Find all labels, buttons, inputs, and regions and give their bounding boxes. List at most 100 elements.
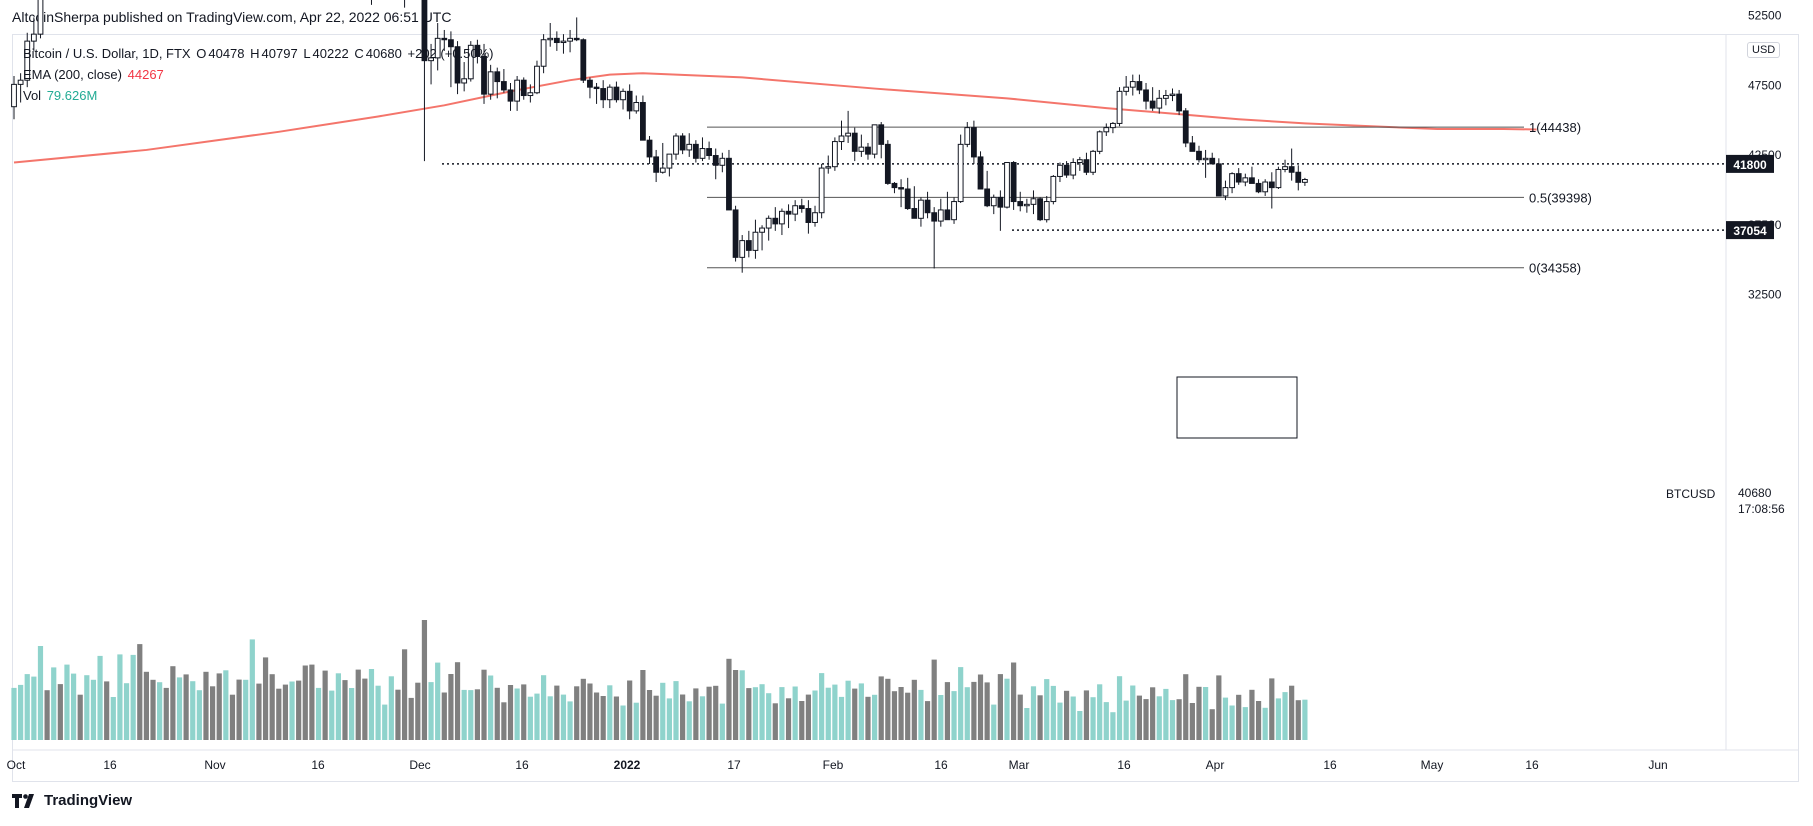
volume-bar: [931, 659, 937, 740]
volume-bar: [699, 696, 706, 740]
volume-bar: [653, 695, 659, 740]
candle-body: [448, 39, 454, 48]
candle-body: [1275, 168, 1282, 189]
volume-bar: [1189, 703, 1195, 740]
volume-bar: [1196, 686, 1202, 740]
volume-bar: [349, 688, 355, 740]
volume-bar: [521, 684, 527, 740]
volume-bar: [613, 696, 620, 740]
volume-bar: [448, 674, 454, 740]
candle-body: [1030, 198, 1037, 205]
x-tick-label: 16: [103, 758, 117, 772]
candle-body: [1010, 161, 1017, 203]
volume-bar: [1011, 662, 1017, 740]
volume-bar: [210, 686, 216, 740]
volume-bar: [580, 678, 586, 740]
brand-name: TradingView: [44, 792, 133, 809]
volume-bar: [593, 692, 600, 740]
volume-bar: [1004, 678, 1010, 740]
volume-bar: [1295, 700, 1301, 740]
volume-bar: [117, 654, 123, 740]
volume-bar: [388, 676, 394, 740]
volume-bar: [130, 654, 136, 740]
candle-body: [739, 240, 746, 258]
volume-bar: [964, 687, 970, 740]
volume-bar: [759, 684, 765, 740]
volume-bar: [190, 681, 196, 740]
volume-bar: [673, 681, 679, 740]
candle-body: [686, 143, 693, 151]
currency-button[interactable]: USD: [1747, 42, 1781, 58]
candle-body: [567, 37, 573, 42]
candle-body: [461, 78, 468, 84]
volume-bar: [1077, 711, 1083, 740]
volume-bar: [289, 681, 295, 740]
price-label-box: [1726, 154, 1774, 173]
highlight-box: [1176, 376, 1298, 439]
candle-body: [560, 40, 567, 44]
volume-bar: [944, 682, 951, 740]
candle-body: [818, 167, 825, 214]
candle-body: [845, 132, 852, 137]
candle-body: [587, 79, 593, 88]
volume-bar: [1176, 699, 1182, 740]
candle-body: [600, 88, 607, 101]
volume-bar: [70, 673, 77, 740]
volume-bar: [203, 671, 209, 740]
volume-bar: [918, 689, 924, 740]
candle-body: [1063, 164, 1070, 176]
volume-bar: [408, 697, 414, 740]
volume-bar: [176, 677, 183, 740]
vol-value: 79.626M: [46, 88, 98, 103]
volume-bar: [640, 670, 646, 740]
x-tick-label: 17: [727, 758, 741, 772]
candle-body: [467, 44, 474, 80]
volume-bar: [322, 670, 328, 740]
volume-bar: [1017, 694, 1023, 740]
legend-volume[interactable]: Vol 79.626M: [23, 88, 99, 103]
legend-ema[interactable]: EMA (200, close) 44267: [23, 67, 166, 82]
candle-body: [653, 156, 660, 173]
candle-body: [613, 86, 620, 101]
candle-body: [745, 240, 752, 251]
candle-body: [1282, 166, 1288, 170]
candle-body: [1090, 150, 1096, 173]
candle-body: [719, 157, 726, 166]
candle-body: [706, 148, 713, 157]
volume-bar: [1024, 708, 1030, 740]
candle-body: [606, 86, 613, 101]
volume-bar: [660, 682, 666, 740]
tradingview-logo[interactable]: TradingView: [12, 792, 132, 809]
volume-bar: [997, 674, 1003, 740]
volume-bar: [229, 694, 236, 740]
volume-bar: [1030, 686, 1037, 740]
candle-body: [1182, 110, 1189, 144]
candle-body: [428, 57, 434, 62]
volume-bar: [732, 670, 739, 740]
candle-body: [1196, 150, 1202, 161]
volume-bar: [51, 667, 57, 740]
volume-bar: [1143, 699, 1149, 740]
volume-bar: [24, 674, 30, 740]
candle-body: [851, 132, 858, 152]
volume-bar: [971, 681, 977, 740]
volume-bar: [355, 669, 361, 740]
open-value: 40478: [208, 46, 245, 61]
x-tick-label: Dec: [409, 758, 430, 772]
volume-bar: [534, 693, 540, 740]
volume-bar: [766, 693, 772, 740]
volume-bar: [891, 691, 898, 740]
volume-bar: [646, 690, 653, 740]
volume-bar: [554, 685, 560, 740]
volume-bar: [772, 703, 778, 740]
candle-body: [971, 127, 977, 158]
volume-bar: [216, 673, 222, 740]
volume-bar: [196, 690, 202, 740]
candle-body: [785, 210, 792, 215]
candle-body: [765, 217, 772, 229]
volume-bar: [991, 704, 997, 740]
candle-body: [540, 39, 547, 67]
price-chart[interactable]: 1(44438)0.5(39398)0(34358) 3250037500425…: [0, 0, 1813, 790]
volume-bar: [1249, 689, 1255, 740]
volume-bar: [249, 639, 255, 740]
